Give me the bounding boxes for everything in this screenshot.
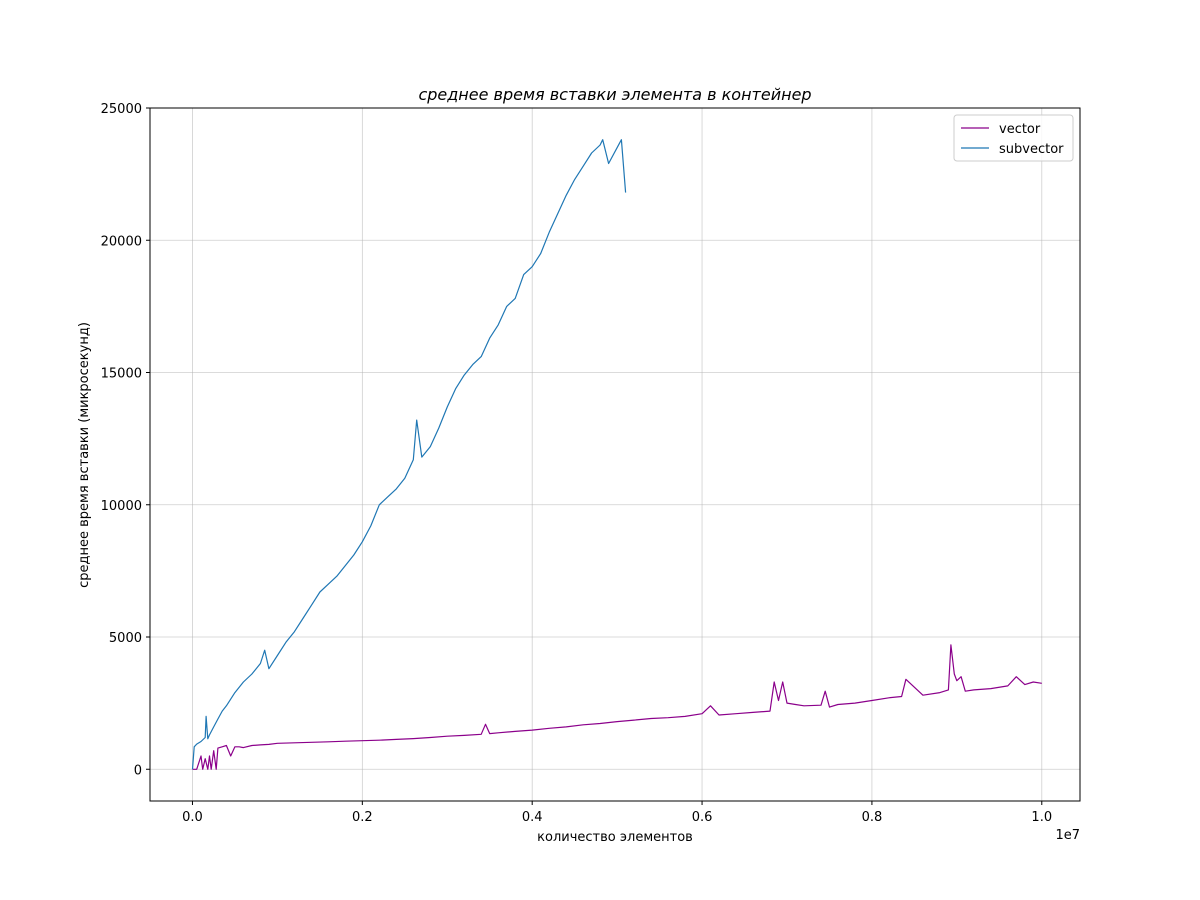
y-axis-label: среднее время вставки (микросекунд) [77,322,92,588]
y-tick-label: 10000 [101,499,142,514]
tick-layer: 0.0 0.2 0.4 0.6 0.8 1.0 0 5000 10000 15000 20000 25… [101,102,1052,825]
y-tick-label: 20000 [101,234,142,249]
legend: vector subvector [953,114,1074,162]
y-tick-label: 25000 [101,102,142,117]
legend-label-subvector: subvector [999,142,1064,157]
x-tick-label: 0.6 [692,810,713,825]
x-tick-label: 0.8 [862,810,883,825]
y-tick-label: 0 [134,763,142,778]
legend-frame [953,114,1074,162]
x-axis-label: количество элементов [537,830,693,845]
series-layer [191,139,1042,770]
series-line-vector [192,644,1042,770]
x-tick-label: 0.4 [522,810,543,825]
y-tick-label: 15000 [101,367,142,382]
gridlines [150,107,1080,801]
x-axis-offset-label: 1e7 [1055,828,1080,843]
x-tick-label: 0.0 [182,810,203,825]
y-tick-label: 5000 [109,631,142,646]
chart-title: среднее время вставки элемента в контейн… [418,85,811,104]
plot-frame [149,107,1081,802]
legend-label-vector: vector [999,122,1041,137]
x-tick-label: 0.2 [352,810,373,825]
series-line-subvector [191,139,627,770]
x-tick-label: 1.0 [1031,810,1052,825]
